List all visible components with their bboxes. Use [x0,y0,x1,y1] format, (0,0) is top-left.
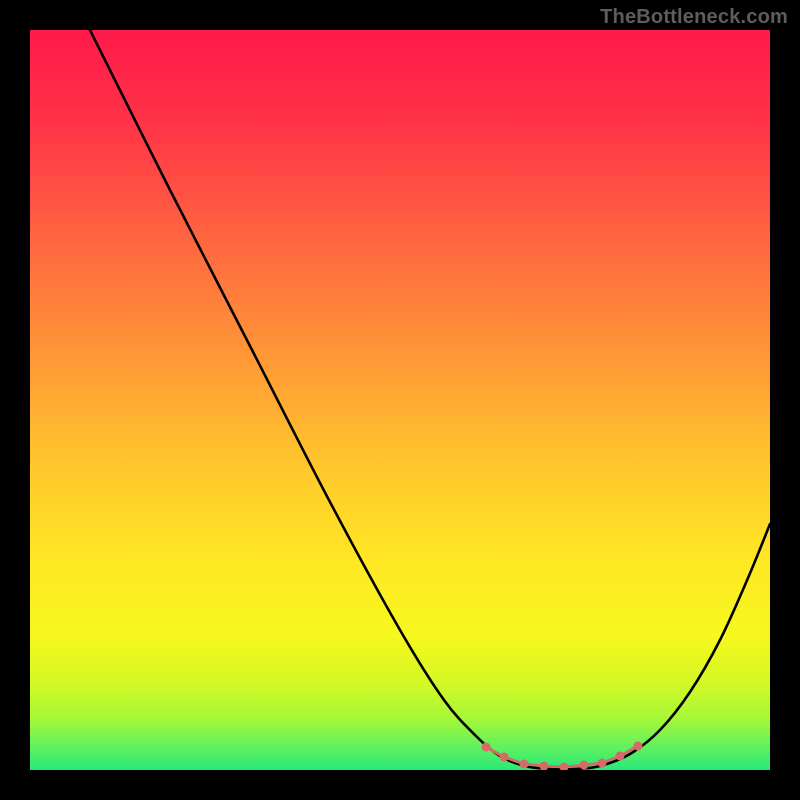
plot-area [30,30,770,770]
trough-chain [30,30,770,770]
chart-canvas: TheBottleneck.com [0,0,800,800]
watermark-text: TheBottleneck.com [600,6,788,29]
